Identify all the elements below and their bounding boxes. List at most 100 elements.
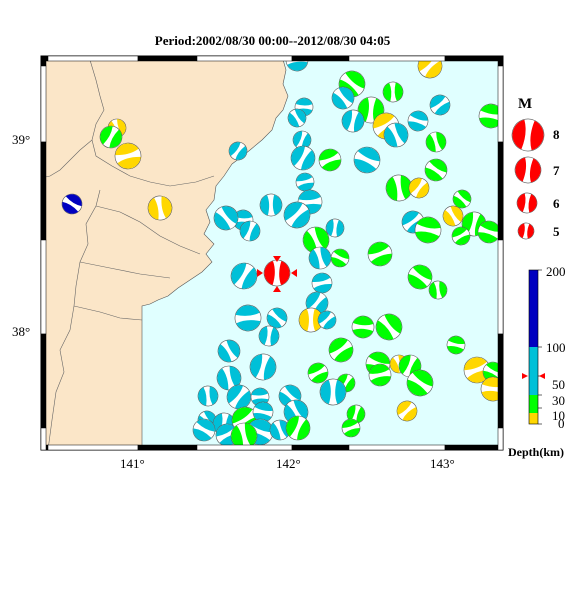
beachball	[341, 109, 365, 133]
magnitude-legend-title: M	[518, 96, 533, 112]
beachball	[317, 310, 337, 330]
beachball	[213, 205, 239, 231]
depth-marker-right	[539, 373, 545, 379]
beachball	[99, 125, 123, 149]
beachball	[429, 94, 451, 116]
depth-colorbar-segment	[529, 347, 538, 395]
frame-tick	[497, 239, 504, 335]
magnitude-legend-ball	[516, 192, 538, 214]
beachball	[407, 264, 433, 290]
beachball	[266, 307, 288, 329]
beachball	[367, 241, 393, 267]
frame-tick	[497, 427, 504, 451]
beachball	[226, 384, 252, 410]
beachball	[408, 177, 430, 199]
beachball	[259, 193, 283, 217]
beachball	[287, 108, 307, 128]
beachball	[442, 205, 464, 227]
frame-tick	[40, 55, 47, 67]
beachball	[368, 363, 392, 387]
mainshock-beachball	[263, 259, 291, 287]
frame-tick	[47, 444, 139, 451]
frame-tick	[47, 55, 139, 62]
depth-tick-100: 100	[546, 340, 566, 355]
magnitude-7-label: 7	[553, 163, 560, 178]
mainshock-pointer-top	[273, 256, 281, 262]
frame-tick	[137, 55, 198, 62]
beachball	[425, 131, 447, 153]
beachball	[230, 262, 258, 290]
earthquake-beachballs	[61, 56, 503, 450]
beachball	[285, 415, 311, 441]
frame-tick	[291, 55, 350, 62]
frame-tick	[497, 65, 504, 143]
magnitude-legend-ball	[517, 222, 535, 240]
frame-tick	[291, 444, 350, 451]
frame-tick	[40, 333, 47, 429]
frame-tick	[196, 444, 293, 451]
depth-tick-30: 30	[552, 393, 565, 408]
magnitude-legend-ball	[511, 118, 545, 152]
beachball	[308, 246, 332, 270]
frame-tick	[40, 239, 47, 335]
beachball	[249, 353, 277, 381]
frame-tick	[444, 55, 504, 62]
beachball	[295, 172, 315, 192]
beachball	[446, 335, 466, 355]
beachball	[346, 404, 366, 424]
lon-label-143: 143°	[430, 456, 455, 471]
frame-tick	[497, 333, 504, 429]
depth-tick-0: 0	[558, 416, 565, 431]
magnitude-5-label: 5	[553, 224, 560, 239]
frame-tick	[40, 65, 47, 143]
beachball	[341, 418, 361, 438]
beachball	[197, 385, 219, 407]
beachball	[478, 103, 503, 129]
mainshock-pointer-bottom	[273, 286, 281, 292]
beachball	[451, 226, 471, 246]
beachball	[463, 356, 491, 384]
depth-colorbar-segment	[529, 395, 538, 413]
frame-tick	[497, 141, 504, 241]
beachball	[234, 304, 262, 332]
depth-marker-left	[522, 373, 528, 379]
beachball	[325, 218, 345, 238]
beachball	[424, 158, 448, 182]
mainshock-pointer-left	[257, 269, 263, 277]
beachball	[302, 226, 330, 254]
frame-tick	[444, 444, 504, 451]
depth-tick-10: 10	[552, 408, 565, 423]
prefecture-border	[41, 59, 215, 450]
beachball	[330, 248, 350, 268]
frame-tick	[348, 444, 446, 451]
beachball	[290, 145, 316, 171]
beachball	[331, 86, 355, 110]
beachball	[428, 280, 448, 300]
mainshock-pointer-right	[291, 269, 297, 277]
beachball	[228, 141, 248, 161]
lat-label-39: 39°	[12, 132, 31, 147]
map-frame	[40, 55, 504, 451]
beachball	[407, 110, 429, 132]
lat-label-38: 38°	[12, 324, 31, 339]
beachball	[283, 201, 311, 229]
beachball	[114, 142, 142, 170]
beachball	[216, 365, 242, 391]
magnitude-legend-ball	[514, 156, 542, 184]
magnitude-8-label: 8	[553, 127, 560, 142]
beachball	[328, 337, 354, 363]
lon-label-141: 141°	[120, 456, 145, 471]
beachball	[383, 122, 409, 148]
frame-tick	[40, 141, 47, 241]
depth-colorbar-segment	[529, 413, 538, 424]
beachball	[385, 174, 413, 202]
beachball	[147, 195, 173, 221]
lon-label-142: 142°	[276, 456, 301, 471]
beachball	[351, 315, 375, 339]
frame-tick	[348, 55, 446, 62]
beachball	[258, 325, 280, 347]
land-area	[41, 56, 289, 450]
depth-tick-200: 200	[546, 264, 566, 279]
frame-tick	[40, 427, 47, 451]
